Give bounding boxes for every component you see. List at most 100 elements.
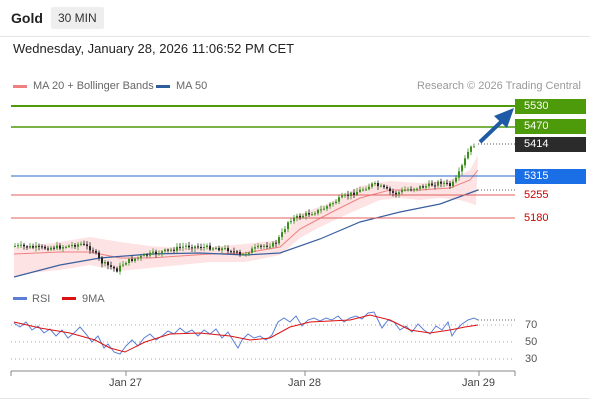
- candle-body: [377, 183, 379, 187]
- research-credit: Research © 2026 Trading Central: [416, 80, 581, 92]
- candle-body: [158, 253, 160, 255]
- candle-body: [38, 245, 40, 247]
- level-tag-5470: 5470: [515, 119, 586, 134]
- candle-body: [104, 262, 106, 264]
- candle-body: [146, 254, 148, 256]
- candle-body: [149, 252, 151, 256]
- level-label-5255: 5255: [524, 189, 549, 201]
- x-label-jan29: Jan 29: [462, 377, 496, 389]
- candle-body: [365, 189, 367, 191]
- candle-body: [467, 151, 469, 159]
- candle-body: [341, 195, 343, 198]
- candle-body: [452, 181, 454, 186]
- candle-body: [89, 246, 91, 251]
- candle-body: [359, 189, 361, 192]
- candle-body: [263, 245, 265, 247]
- candle-body: [395, 192, 397, 195]
- candle-body: [443, 182, 445, 184]
- candle-body: [380, 185, 382, 187]
- candle-body: [302, 215, 304, 218]
- candle-body: [299, 215, 301, 218]
- candle-body: [200, 247, 202, 249]
- candle-body: [44, 246, 46, 249]
- candle-body: [203, 246, 205, 249]
- candle-body: [338, 197, 340, 202]
- candle-body: [98, 252, 100, 258]
- candle-body: [317, 209, 319, 214]
- candle-body: [401, 190, 403, 193]
- candle-body: [77, 244, 79, 247]
- candle-body: [335, 201, 337, 204]
- candle-body: [53, 247, 55, 249]
- instrument-title: Gold: [11, 10, 43, 26]
- ma20-line: [13, 169, 479, 259]
- rsi-legend-swatch: [13, 297, 27, 300]
- candle-body: [473, 146, 475, 148]
- rsi-level-70: 70: [525, 319, 538, 331]
- candle-body: [167, 249, 169, 251]
- candle-body: [287, 222, 289, 230]
- candle-body: [428, 183, 430, 187]
- candle-body: [350, 192, 352, 196]
- last-price-tag: 5414: [515, 137, 586, 152]
- candle-body: [239, 251, 241, 255]
- candle-body: [356, 191, 358, 195]
- candle-body: [26, 246, 28, 248]
- candle-body: [32, 246, 34, 248]
- level-label-5180: 5180: [524, 212, 549, 224]
- candle-body: [446, 182, 448, 184]
- candle-body: [140, 255, 142, 258]
- candle-body: [245, 253, 247, 255]
- candle-body: [221, 248, 223, 251]
- timeframe-button[interactable]: 30 MIN: [51, 7, 104, 29]
- candle-body: [386, 187, 388, 189]
- candle-body: [209, 245, 211, 250]
- candle-body: [368, 186, 370, 190]
- candle-body: [101, 257, 103, 264]
- candle-body: [332, 203, 334, 205]
- candle-body: [176, 246, 178, 251]
- candle-body: [170, 249, 172, 251]
- candle-body: [155, 251, 157, 254]
- candle-body: [434, 185, 436, 187]
- candle-body: [281, 232, 283, 238]
- candle-body: [161, 251, 163, 254]
- candle-body: [458, 171, 460, 178]
- candle-body: [182, 246, 184, 248]
- candle-body: [233, 251, 235, 253]
- candle-body: [425, 186, 427, 188]
- candle-body: [206, 245, 208, 247]
- trend-arrow-head: [494, 108, 514, 128]
- candle-body: [95, 250, 97, 253]
- candle-body: [152, 251, 154, 253]
- candle-body: [311, 214, 313, 216]
- candle-body: [68, 245, 70, 247]
- candle-body: [278, 237, 280, 244]
- legend-ma50-swatch: [156, 84, 170, 88]
- candle-body: [470, 146, 472, 152]
- top-bar: Gold 30 MIN: [0, 0, 590, 36]
- rsi-line: [13, 311, 479, 355]
- candle-body: [62, 247, 64, 249]
- candle-body: [407, 189, 409, 191]
- candle-body: [107, 262, 109, 266]
- candle-body: [110, 265, 112, 267]
- candle-body: [431, 183, 433, 186]
- ma9-legend-swatch: [62, 297, 76, 300]
- ma9-legend-label: 9MA: [82, 293, 105, 305]
- legend-ma20-swatch: [13, 84, 27, 88]
- candle-body: [464, 158, 466, 166]
- candle-body: [248, 252, 250, 254]
- candle-body: [188, 245, 190, 248]
- candle-body: [224, 248, 226, 250]
- candle-body: [257, 245, 259, 248]
- candlesticks: [14, 143, 475, 275]
- candle-body: [143, 254, 145, 256]
- rsi-level-50: 50: [525, 336, 538, 348]
- candle-body: [353, 192, 355, 195]
- candle-body: [164, 249, 166, 252]
- candle-body: [116, 268, 118, 272]
- candle-body: [374, 183, 376, 185]
- timestamp: Wednesday, January 28, 2026 11:06:52 PM …: [13, 41, 295, 56]
